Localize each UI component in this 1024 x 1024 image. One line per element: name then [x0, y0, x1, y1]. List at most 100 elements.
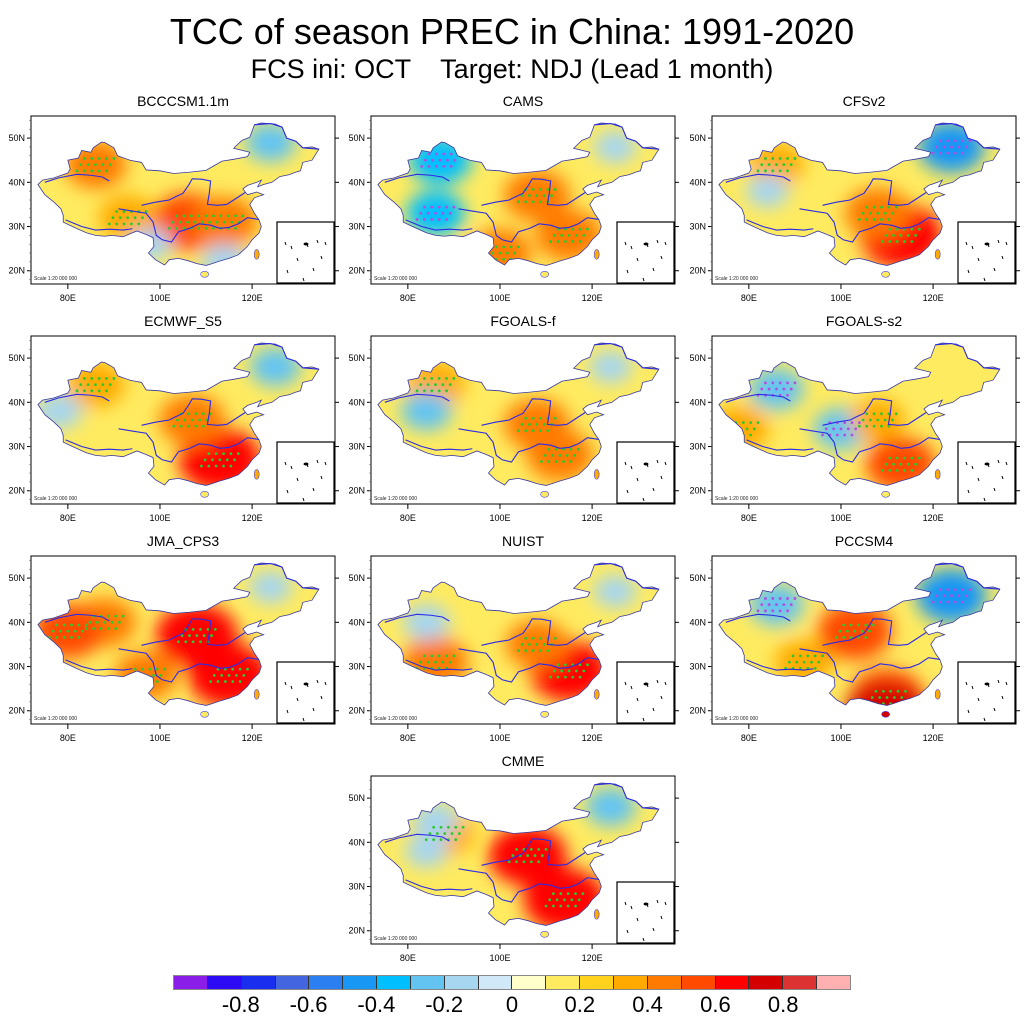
significance-dot	[786, 597, 789, 600]
significance-dot	[575, 669, 578, 673]
significance-dot	[432, 825, 436, 829]
significance-dot	[210, 634, 213, 637]
significance-dot	[756, 421, 760, 425]
river-line	[799, 428, 941, 463]
island-dash	[624, 241, 627, 246]
significance-dot	[872, 205, 876, 209]
river-line	[481, 178, 586, 206]
island-dash	[636, 257, 639, 262]
significance-dot	[419, 660, 423, 664]
significance-dot	[449, 165, 453, 168]
taiwan-island	[593, 469, 600, 480]
significance-dot	[953, 151, 957, 155]
significance-dot	[894, 412, 898, 416]
south-china-sea-inset	[616, 661, 675, 724]
significance-dot	[179, 424, 183, 428]
significance-dot	[197, 214, 201, 218]
significance-dot	[415, 218, 419, 221]
significance-dot	[756, 609, 760, 613]
panel-title: NUIST	[502, 533, 544, 549]
significance-dot	[799, 654, 802, 658]
significance-dot	[442, 165, 446, 168]
significance-dot	[511, 854, 515, 857]
significance-dot	[904, 689, 907, 693]
x-tick-label: 120E	[582, 953, 603, 963]
significance-dot	[201, 424, 205, 428]
river-line	[746, 219, 814, 231]
significance-dot	[141, 680, 144, 683]
significance-dot	[789, 163, 793, 167]
island-dash	[630, 465, 633, 470]
significance-dot	[420, 165, 424, 168]
island-dash	[296, 477, 299, 482]
significance-dot	[524, 416, 528, 420]
island-dash	[660, 255, 663, 260]
significance-dot	[931, 600, 935, 604]
significance-dot	[454, 825, 458, 829]
taiwan-island	[593, 909, 600, 920]
significance-dot	[199, 640, 202, 644]
panel-title: FGOALS-f	[490, 313, 556, 329]
significance-dot	[957, 145, 961, 149]
significance-dot	[531, 416, 535, 420]
island-dash	[977, 477, 980, 482]
significance-dot	[939, 151, 942, 155]
significance-dot	[430, 205, 434, 209]
significance-dot	[853, 629, 857, 633]
y-tick-label: 50N	[689, 133, 706, 143]
significance-dot	[531, 429, 535, 433]
significance-dot	[533, 854, 537, 857]
island-dash	[284, 241, 287, 246]
significance-dot	[760, 163, 764, 167]
significance-dot	[163, 667, 166, 671]
significance-dot	[126, 216, 130, 220]
significance-dot	[864, 635, 868, 639]
river-line	[384, 833, 450, 843]
significance-dot	[567, 233, 571, 237]
significance-dot	[881, 689, 885, 693]
river-line	[65, 659, 133, 671]
significance-dot	[515, 860, 518, 864]
x-tick-label: 120E	[582, 293, 603, 303]
significance-dot	[448, 211, 452, 215]
significance-dot	[900, 714, 903, 717]
significance-dot	[90, 157, 94, 160]
significance-dot	[865, 424, 869, 428]
island-dash	[302, 277, 305, 282]
island-dash	[642, 717, 645, 722]
significance-dot	[200, 220, 204, 224]
significance-dot	[570, 898, 574, 902]
significance-dot	[203, 458, 207, 462]
x-tick-label: 100E	[830, 293, 851, 303]
significance-dot	[552, 892, 555, 895]
significance-dot	[524, 200, 528, 204]
taiwan-island	[593, 689, 600, 700]
colorbar-tick-label: 0	[505, 992, 519, 1017]
significance-dot	[547, 447, 551, 451]
significance-dot	[931, 151, 935, 155]
colorbar-cell	[241, 976, 276, 989]
y-tick-label: 30N	[348, 882, 365, 892]
significance-dot	[105, 157, 108, 160]
significance-dot	[869, 211, 872, 215]
significance-dot	[566, 904, 570, 908]
significance-dot	[238, 667, 242, 671]
significance-dot	[86, 383, 90, 387]
x-tick-label: 120E	[242, 513, 263, 523]
significance-dot	[782, 163, 786, 167]
significance-dot	[101, 383, 105, 387]
island-dash	[971, 465, 974, 470]
river-line	[254, 342, 319, 370]
significance-dot	[101, 163, 105, 167]
significance-dot	[110, 620, 114, 624]
significance-dot	[539, 649, 542, 653]
scale-label: Scale 1:20 000 000	[34, 496, 77, 502]
significance-dot	[528, 194, 531, 197]
colorbar-tick-label: -0.4	[357, 992, 396, 1017]
significance-dot	[242, 673, 246, 677]
significance-dot	[875, 720, 878, 723]
significance-dot	[793, 381, 797, 385]
significance-dot	[524, 429, 528, 433]
river-line	[725, 393, 791, 403]
river-line	[799, 208, 941, 243]
